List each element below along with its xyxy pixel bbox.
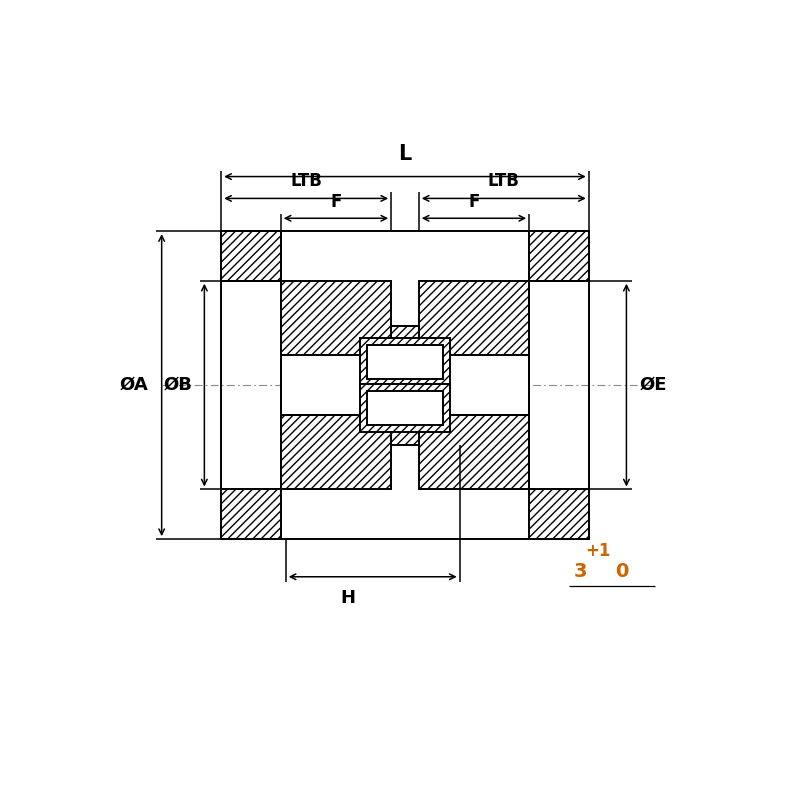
Text: ØE: ØE (639, 376, 667, 394)
Polygon shape (222, 490, 281, 539)
Text: ØA: ØA (120, 376, 149, 394)
Text: 3: 3 (574, 562, 587, 582)
Polygon shape (222, 231, 281, 281)
Polygon shape (529, 231, 589, 281)
Text: 0: 0 (615, 562, 629, 582)
Polygon shape (391, 326, 419, 445)
Text: H: H (340, 589, 355, 606)
Text: +1: +1 (586, 542, 611, 560)
Polygon shape (281, 355, 391, 415)
Text: ØB: ØB (163, 376, 193, 394)
Polygon shape (360, 338, 450, 386)
Text: L: L (398, 144, 411, 164)
Text: LTB: LTB (488, 173, 520, 190)
Polygon shape (281, 415, 391, 490)
Text: F: F (468, 194, 480, 211)
Text: LTB: LTB (290, 173, 322, 190)
Polygon shape (419, 415, 529, 490)
Polygon shape (367, 391, 442, 425)
Polygon shape (419, 355, 529, 415)
Polygon shape (529, 490, 589, 539)
Text: F: F (330, 194, 342, 211)
Polygon shape (281, 281, 391, 355)
Polygon shape (360, 384, 450, 432)
Polygon shape (367, 346, 442, 379)
Polygon shape (419, 281, 529, 355)
